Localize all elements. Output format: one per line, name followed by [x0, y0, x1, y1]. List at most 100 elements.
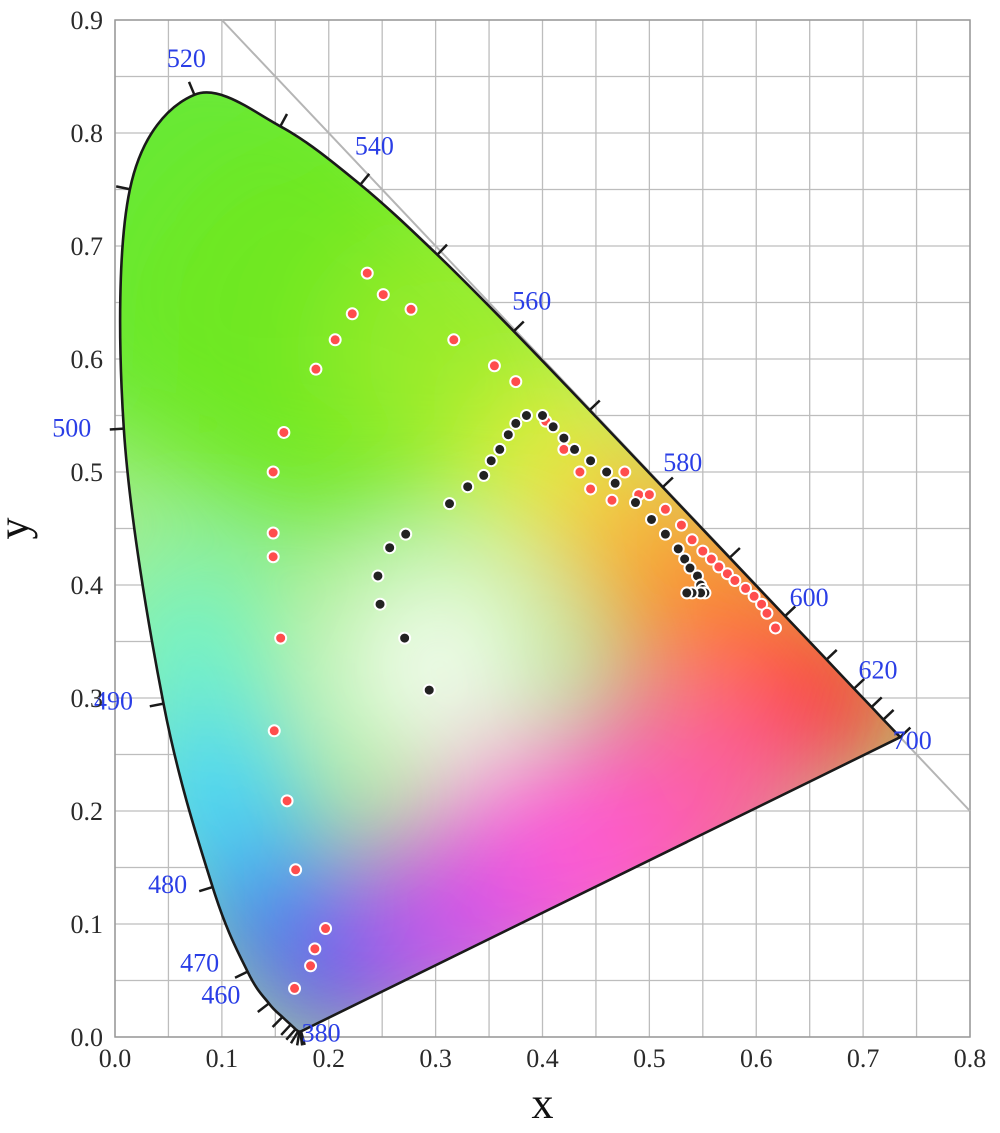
- y-axis-title: y: [0, 518, 38, 540]
- wavelength-label-380: 380: [302, 1018, 341, 1047]
- wavelength-label-560: 560: [512, 286, 551, 315]
- wavelength-tick: [295, 1031, 301, 1046]
- plot-frame: [114, 19, 971, 1038]
- data-point: [493, 442, 507, 456]
- data-point: [618, 465, 632, 479]
- wavelength-tick: [853, 678, 866, 690]
- data-point: [728, 573, 742, 587]
- data-point: [573, 465, 587, 479]
- data-point: [319, 922, 333, 936]
- x-tick-label: 0.8: [954, 1044, 987, 1073]
- data-point: [685, 533, 699, 547]
- y-tick-label: 0.4: [71, 571, 104, 600]
- x-tick-label: 0.4: [526, 1044, 559, 1073]
- data-point: [477, 468, 491, 482]
- wavelength-label-600: 600: [790, 583, 829, 612]
- wavelength-tick: [298, 1031, 304, 1046]
- data-point: [683, 561, 697, 575]
- data-point: [360, 266, 374, 280]
- wavelength-label-620: 620: [859, 656, 898, 685]
- data-point: [376, 288, 390, 302]
- wavelength-tick: [285, 1028, 297, 1041]
- data-point: [674, 518, 688, 532]
- y-tick-label: 0.2: [71, 797, 104, 826]
- data-point: [704, 552, 718, 566]
- x-tick-label: 0.0: [99, 1044, 132, 1073]
- series-1: [371, 409, 712, 697]
- data-point: [536, 409, 549, 422]
- data-point: [628, 496, 642, 510]
- data-point: [608, 476, 622, 490]
- data-point: [568, 442, 582, 456]
- data-point: [584, 454, 598, 468]
- wavelength-label-540: 540: [355, 132, 394, 161]
- wavelength-label-520: 520: [167, 44, 206, 73]
- wavelength-label-480: 480: [148, 870, 187, 899]
- data-point: [584, 482, 598, 496]
- data-point: [288, 981, 302, 995]
- data-point: [768, 621, 782, 635]
- data-point: [280, 794, 294, 808]
- wavelength-tick: [115, 185, 131, 191]
- data-point: [461, 480, 475, 494]
- data-point: [747, 589, 761, 603]
- x-axis-title: x: [532, 1079, 554, 1128]
- wavelength-label-500: 500: [52, 414, 91, 443]
- data-point: [266, 550, 280, 564]
- wavelength-label-490: 490: [94, 687, 133, 716]
- data-point: [680, 586, 694, 600]
- data-point: [267, 724, 281, 738]
- data-point: [760, 606, 774, 620]
- wavelength-tick: [825, 649, 838, 661]
- data-point: [277, 425, 291, 439]
- data-point: [605, 493, 619, 507]
- data-point: [304, 959, 318, 973]
- gamut-fill: [120, 92, 901, 1032]
- data-point: [308, 942, 322, 956]
- wavelength-tick: [109, 427, 124, 431]
- x-tick-label: 0.5: [633, 1044, 666, 1073]
- wavelength-tick: [512, 320, 525, 333]
- wavelength-tick: [289, 1030, 300, 1044]
- wavelength-tick: [899, 726, 912, 739]
- data-point: [373, 597, 387, 611]
- x-tick-label: 0.2: [313, 1044, 346, 1073]
- data-point: [345, 307, 359, 321]
- wavelength-tick: [280, 1023, 292, 1036]
- axes: 0.0 0.1 0.2 0.3 0.4 0.5 0.6 0.7 0.8 0.0 0.1 0.2 0.3 0…: [71, 6, 987, 1073]
- y-tick-label: 0.5: [71, 458, 104, 487]
- data-point: [447, 333, 461, 347]
- data-point: [266, 465, 280, 479]
- data-point: [371, 569, 385, 583]
- data-point: [696, 544, 710, 558]
- y-tick-label: 0.7: [71, 232, 104, 261]
- data-point: [658, 502, 672, 516]
- data-point: [274, 631, 288, 645]
- y-tick-label: 0.6: [71, 345, 104, 374]
- wavelength-tick: [870, 696, 883, 708]
- wavelength-tick: [588, 399, 601, 412]
- data-point: [309, 362, 323, 376]
- data-point: [546, 420, 560, 434]
- data-point: [557, 442, 571, 456]
- wavelength-tick: [882, 709, 895, 721]
- data-point: [501, 428, 515, 442]
- data-point: [557, 431, 571, 445]
- x-tick-label: 0.3: [419, 1044, 452, 1073]
- wavelength-tick: [728, 547, 741, 559]
- wavelength-label-700: 700: [893, 726, 932, 755]
- data-point: [383, 541, 397, 555]
- x-tick-label: 0.7: [847, 1044, 880, 1073]
- data-point: [509, 416, 523, 430]
- x-tick-label: 0.1: [206, 1044, 239, 1073]
- data-point: [266, 526, 280, 540]
- wavelength-tick: [661, 476, 674, 489]
- data-point: [671, 542, 685, 556]
- data-point: [509, 375, 523, 389]
- wavelength-label-460: 460: [201, 980, 240, 1009]
- data-point: [600, 465, 614, 479]
- wavelength-tick: [257, 1002, 270, 1013]
